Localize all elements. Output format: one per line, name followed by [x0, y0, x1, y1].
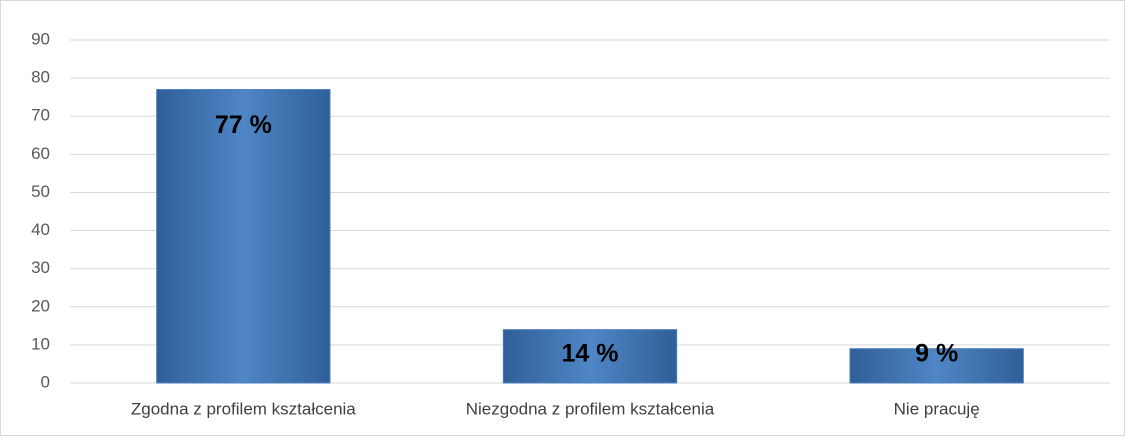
- y-tick-label: 80: [31, 68, 50, 87]
- y-tick-label: 20: [31, 296, 50, 315]
- bar: [156, 89, 331, 384]
- y-tick-label: 60: [31, 144, 50, 163]
- y-tick-label: 90: [31, 29, 50, 48]
- y-tick-label: 10: [31, 334, 50, 353]
- value-label: 9 %: [915, 340, 958, 368]
- y-tick-label: 70: [31, 106, 50, 125]
- y-tick-label: 50: [31, 182, 50, 201]
- bar: [502, 329, 678, 384]
- y-tick-label: 0: [41, 372, 50, 391]
- x-tick-label: Zgodna z profilem kształcenia: [131, 399, 356, 418]
- value-label: 77 %: [215, 111, 272, 139]
- x-tick-label: Niezgodna z profilem kształcenia: [466, 399, 715, 418]
- x-tick-label: Nie pracuję: [894, 399, 980, 418]
- value-label: 14 %: [562, 340, 619, 368]
- y-tick-label: 30: [31, 258, 50, 277]
- y-tick-label: 40: [31, 220, 50, 239]
- bar: [849, 348, 1024, 384]
